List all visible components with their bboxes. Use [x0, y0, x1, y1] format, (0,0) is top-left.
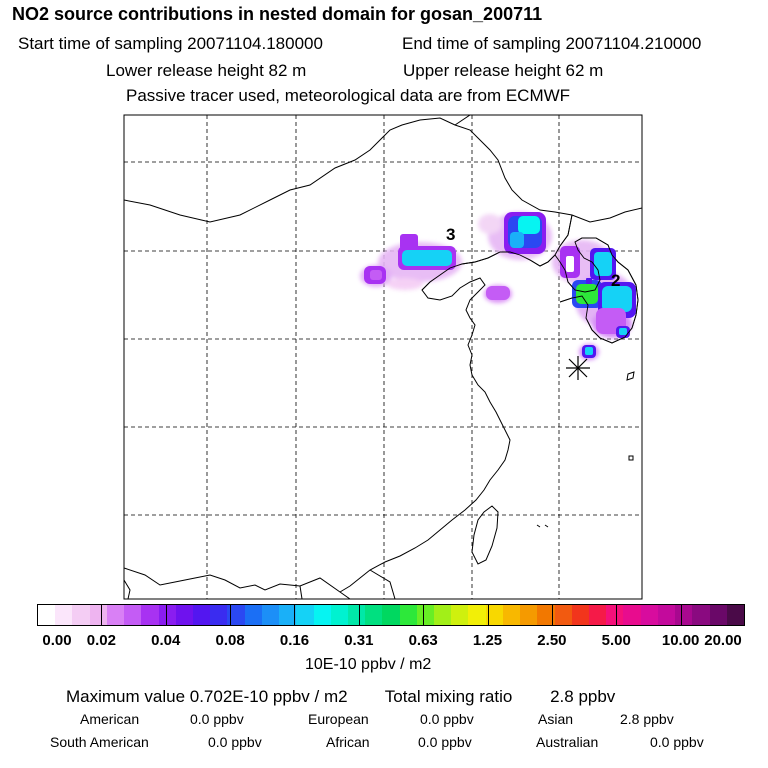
colorbar-swatch	[261, 605, 280, 625]
colorbar-tick-label: 0.08	[215, 632, 245, 649]
source-label-2: 2	[611, 271, 620, 290]
region-african-label: African	[326, 734, 370, 750]
colorbar-swatch	[347, 605, 366, 625]
colorbar-divider	[358, 604, 360, 626]
colorbar-swatch	[399, 605, 417, 625]
colorbar-swatch	[382, 605, 400, 625]
colorbar-divider	[616, 604, 618, 626]
map-content: 3 2	[124, 115, 642, 599]
colorbar-swatch	[485, 605, 503, 625]
colorbar-tick-label: 10.00	[661, 632, 700, 649]
colorbar-swatch	[502, 605, 521, 625]
colorbar-tick-label: 0.02	[86, 632, 116, 649]
colorbar-swatch	[313, 605, 331, 625]
colorbar-unit: 10E-10 ppbv / m2	[305, 656, 432, 673]
region-asian-label: Asian	[538, 711, 574, 727]
total-mixing-ratio: Total mixing ratio 2.8 ppbv	[384, 687, 616, 706]
colorbar-swatch	[38, 605, 56, 625]
colorbar-swatch	[192, 605, 211, 625]
region-australian-label: Australian	[536, 734, 599, 750]
colorbar-swatch	[623, 605, 641, 625]
colorbar	[37, 604, 745, 626]
colorbar-swatch	[296, 605, 314, 625]
colorbar-swatch	[537, 605, 555, 625]
colorbar-swatch	[554, 605, 572, 625]
map-panel: 3 2	[123, 114, 643, 600]
colorbar-swatch	[89, 605, 107, 625]
colorbar-divider	[101, 604, 103, 626]
colorbar-swatch	[55, 605, 73, 625]
colorbar-swatch	[520, 605, 538, 625]
colorbar-tick-label: 0.16	[279, 632, 310, 649]
colorbar-swatch	[571, 605, 589, 625]
colorbar-swatch	[416, 605, 435, 625]
colorbar-tick-label: 1.25	[472, 632, 503, 649]
colorbar-swatch	[158, 605, 176, 625]
stats-line: Maximum value 0.702E-10 ppbv / m2 Total …	[66, 687, 615, 707]
colorbar-swatch	[451, 605, 469, 625]
colorbar-swatch	[279, 605, 297, 625]
region-african-value: 0.0 ppbv	[418, 734, 472, 750]
region-american-label: American	[80, 711, 140, 727]
colorbar-tick-label: 2.50	[537, 632, 567, 649]
colorbar-divider	[551, 604, 553, 626]
colorbar-swatch	[175, 605, 193, 625]
colorbar-tick-label: 0.00	[42, 632, 72, 649]
lower-release-label: Lower release height 82 m	[106, 61, 307, 80]
colorbar-swatch	[657, 605, 676, 625]
colorbar-tick-label: 5.00	[601, 632, 631, 649]
colorbar-swatch	[330, 605, 348, 625]
colorbar-divider	[165, 604, 167, 626]
region-south-american-label: South American	[50, 734, 149, 750]
colorbar-tick-label: 20.00	[704, 632, 742, 649]
plot-title: NO2 source contributions in nested domai…	[12, 4, 543, 24]
colorbar-swatch	[726, 605, 744, 625]
colorbar-swatch	[692, 605, 710, 625]
colorbar-divider	[230, 604, 232, 626]
colorbar-swatch	[210, 605, 228, 625]
colorbar-swatch	[434, 605, 452, 625]
source-label-3: 3	[446, 225, 455, 244]
colorbar-swatch	[365, 605, 383, 625]
region-australian-value: 0.0 ppbv	[650, 734, 704, 750]
colorbar-divider	[423, 604, 425, 626]
colorbar-swatch	[141, 605, 159, 625]
start-time-label: Start time of sampling 20071104.180000	[18, 34, 323, 53]
coast-overlay	[421, 214, 639, 344]
colorbar-swatch	[675, 605, 693, 625]
region-south-american-value: 0.0 ppbv	[208, 734, 262, 750]
region-asian-value: 2.8 ppbv	[620, 711, 674, 727]
colorbar-divider	[487, 604, 489, 626]
colorbar-swatch	[640, 605, 658, 625]
colorbar-swatch	[106, 605, 125, 625]
region-european-label: European	[308, 711, 369, 727]
map-frame	[123, 114, 643, 600]
colorbar-swatch	[72, 605, 90, 625]
colorbar-swatch	[709, 605, 727, 625]
colorbar-swatch	[244, 605, 262, 625]
concentration-field	[360, 212, 636, 360]
colorbar-swatch	[227, 605, 245, 625]
colorbar-divider	[294, 604, 296, 626]
maximum-value: Maximum value 0.702E-10 ppbv / m2	[66, 687, 348, 706]
colorbar-tick-label: 0.63	[408, 632, 438, 649]
colorbar-swatch	[589, 605, 607, 625]
tracer-info-label: Passive tracer used, meteorological data…	[126, 86, 571, 105]
upper-release-label: Upper release height 62 m	[403, 61, 604, 80]
colorbar-tick-label: 0.31	[344, 632, 374, 649]
end-time-label: End time of sampling 20071104.210000	[402, 34, 702, 53]
colorbar-swatch	[468, 605, 486, 625]
region-american-value: 0.0 ppbv	[190, 711, 244, 727]
colorbar-swatch	[606, 605, 624, 625]
colorbar-swatch	[124, 605, 142, 625]
colorbar-tick-label: 0.04	[151, 632, 181, 649]
colorbar-divider	[680, 604, 682, 626]
receptor-asterisk-marker	[566, 356, 590, 380]
region-european-value: 0.0 ppbv	[420, 711, 474, 727]
